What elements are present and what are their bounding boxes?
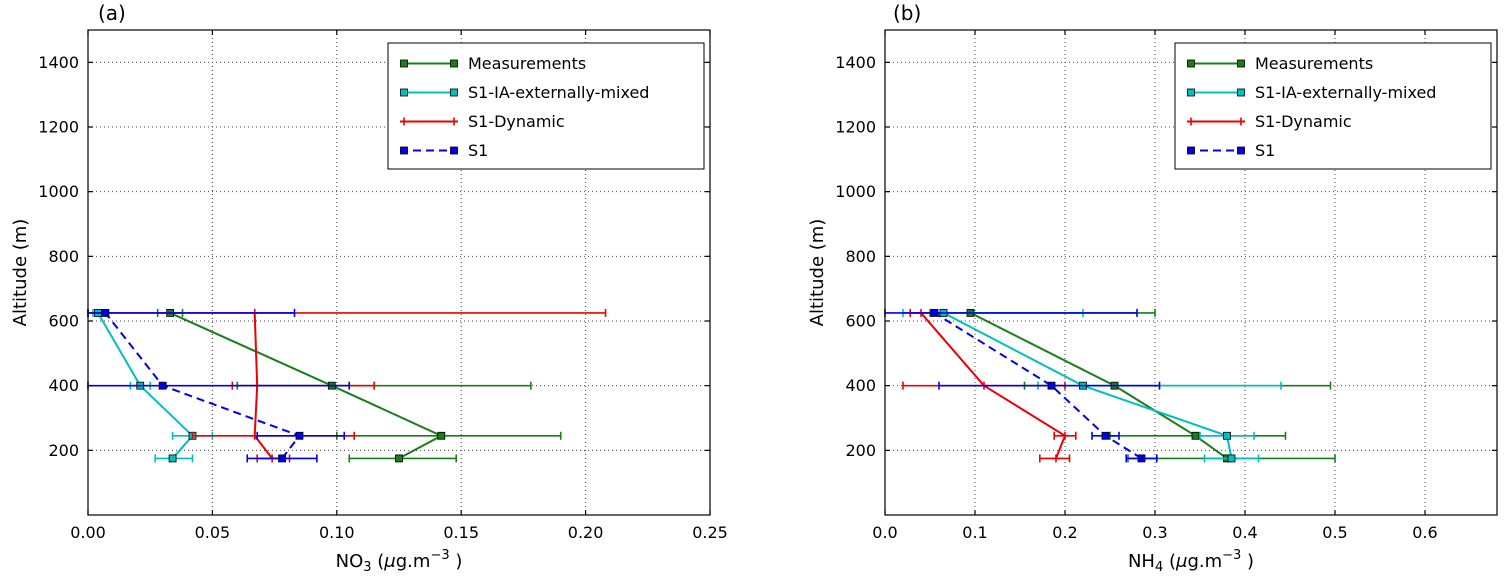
panel-b: 0.0 0.1 0.2 0.3 0.4 0.5 0.6 200 400 600 800 1000 120… [807,29,1498,575]
legend: Measurements S1-IA-externally-mixed S1-Dyn… [1174,42,1492,170]
data-point-marker [400,146,408,155]
legend-entry-s1-dynamic: S1-Dynamic [400,112,565,131]
x-tick-label: 0.0 [872,523,897,542]
y-tick-label: 1200 [38,118,79,137]
tick-marks [87,30,711,515]
tick-marks [884,30,1497,515]
y-tick-label: 400 [845,376,876,395]
legend-entry-s1-ia-externally-mixed: S1-IA-externally-mixed [1187,83,1436,102]
legend-label: S1-IA-externally-mixed [1255,83,1436,102]
x-axis-label: NH4 (μg.m−3 ) [1128,548,1254,575]
data-point-marker [395,454,403,463]
panel-a: 0.00 0.05 0.10 0.15 0.20 0.25 200 400 600 800 1000… [10,29,728,575]
data-point-marker [168,454,177,463]
x-tick-label: 0.6 [1412,523,1437,542]
legend-entry-measurements: Measurements [400,54,586,73]
y-tick-label: 1400 [38,53,79,72]
x-tick-label: 0.3 [1142,523,1167,542]
x-tick-label: 0.1 [962,523,987,542]
data-point-marker [1237,59,1245,68]
data-point-marker [1223,431,1231,440]
x-tick-label: 0.25 [692,523,728,542]
legend-label: S1-Dynamic [1255,112,1352,131]
data-point-marker [1101,431,1110,440]
y-axis-label: Altitude (m) [10,219,31,327]
data-point-marker [1191,431,1200,440]
legend-entry-s1-ia-externally-mixed: S1-IA-externally-mixed [400,83,649,102]
legend-entry-s1-dynamic: S1-Dynamic [1187,112,1352,131]
x-tick-label: 0.5 [1322,523,1347,542]
data-point-marker [1237,88,1245,97]
y-tick-label: 400 [48,376,79,395]
axis-frame [884,29,1498,516]
data-point-marker [1047,381,1056,390]
y-tick-label: 200 [845,441,876,460]
y-tick-labels: 200 400 600 800 1000 1200 1400 [835,53,876,460]
data-point-marker [101,309,110,317]
x-axis-label: NO3 (μg.m−3 ) [336,548,463,575]
x-tick-label: 0.15 [443,523,479,542]
x-tick-label: 0.4 [1232,523,1257,542]
data-point-marker [1237,146,1245,155]
x-tick-label: 0.00 [70,523,106,542]
data-point-marker [930,309,939,317]
data-point-marker [437,431,446,440]
y-tick-label: 800 [845,247,876,266]
y-tick-label: 1000 [38,182,79,201]
data-point-marker [450,88,458,97]
y-axis-label: Altitude (m) [807,219,828,327]
x-tick-label: 0.05 [195,523,231,542]
data-point-marker [278,454,286,463]
series-line-s1-dynamic [253,312,273,460]
legend-label: Measurements [1255,54,1373,73]
x-tick-label: 0.10 [319,523,355,542]
data-point-marker [400,59,408,68]
series-line-s1-ia-externally-mixed [943,312,1233,459]
legend-label: S1 [1255,141,1275,160]
legend-label: S1 [468,141,488,160]
y-tick-label: 800 [48,247,79,266]
series-line-s1-dynamic [920,312,1067,459]
y-tick-labels: 200 400 600 800 1000 1200 1400 [38,53,79,460]
legend-entry-s1: S1 [400,141,488,160]
x-tick-label: 0.20 [568,523,604,542]
y-tick-label: 600 [845,312,876,331]
series-line-s1 [933,312,1143,460]
data-point-marker [158,381,167,390]
x-tick-labels: 0.0 0.1 0.2 0.3 0.4 0.5 0.6 [872,523,1437,542]
series-line-measurements [169,312,444,460]
data-point-marker [1187,146,1195,155]
legend-label: Measurements [468,54,586,73]
data-point-marker [1137,454,1146,463]
data-point-marker [450,59,458,68]
x-tick-label: 0.2 [1052,523,1077,542]
y-tick-label: 600 [48,312,79,331]
legend-label: S1-Dynamic [468,112,565,131]
data-point-marker [1227,454,1236,463]
panel-a-letter: (a) [98,1,126,25]
data-point-marker [400,88,408,97]
data-point-marker [295,431,304,440]
x-tick-labels: 0.00 0.05 0.10 0.15 0.20 0.25 [70,523,728,542]
legend-entry-measurements: Measurements [1187,54,1373,73]
legend-label: S1-IA-externally-mixed [468,83,649,102]
panel-b-letter: (b) [893,1,922,25]
y-tick-label: 1000 [835,182,876,201]
legend-entry-s1: S1 [1187,141,1275,160]
y-tick-label: 1200 [835,118,876,137]
axis-frame [87,29,711,516]
y-tick-label: 200 [48,441,79,460]
series-line-s1 [104,312,302,460]
legend: Measurements S1-IA-externally-mixed S1-Dyn… [387,42,705,170]
data-point-marker [450,146,458,155]
series-line-s1-ia-externally-mixed [97,312,194,460]
y-tick-label: 1400 [835,53,876,72]
data-point-marker [1187,59,1195,68]
series-s1 [884,308,1161,463]
data-point-marker [1187,88,1195,97]
